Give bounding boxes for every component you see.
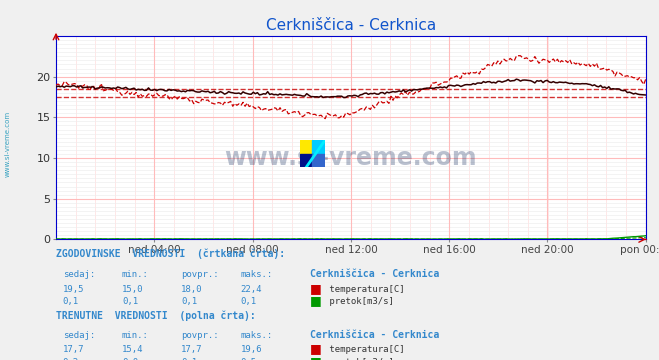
Bar [300,154,312,167]
Text: ■: ■ [310,355,322,360]
Text: maks.:: maks.: [241,332,273,341]
Text: 19,6: 19,6 [241,345,262,354]
Text: 0,5: 0,5 [241,359,256,360]
Text: www.si-vreme.com: www.si-vreme.com [225,146,477,170]
Text: 17,7: 17,7 [63,345,84,354]
Text: maks.:: maks.: [241,270,273,279]
Text: 15,0: 15,0 [122,285,144,294]
Text: TRENUTNE  VREDNOSTI  (polna črta):: TRENUTNE VREDNOSTI (polna črta): [56,310,256,321]
Text: ■: ■ [310,342,322,355]
Text: 0,1: 0,1 [122,297,138,306]
Text: 0,2: 0,2 [63,359,78,360]
Title: Cerkniščica - Cerknica: Cerkniščica - Cerknica [266,18,436,33]
Text: Cerkniščica - Cerknica: Cerkniščica - Cerknica [310,330,439,341]
Text: www.si-vreme.com: www.si-vreme.com [5,111,11,177]
Text: sedaj:: sedaj: [63,332,95,341]
Text: 18,0: 18,0 [181,285,203,294]
Text: 0,1: 0,1 [181,359,197,360]
Text: 0,1: 0,1 [241,297,256,306]
Text: 15,4: 15,4 [122,345,144,354]
Text: 17,7: 17,7 [181,345,203,354]
Text: 0,1: 0,1 [63,297,78,306]
Text: 0,0: 0,0 [122,359,138,360]
Text: 22,4: 22,4 [241,285,262,294]
Text: temperatura[C]: temperatura[C] [324,285,405,294]
Text: 19,5: 19,5 [63,285,84,294]
Text: min.:: min.: [122,270,149,279]
Text: 0,1: 0,1 [181,297,197,306]
Bar [312,140,325,154]
Text: min.:: min.: [122,332,149,341]
Text: povpr.:: povpr.: [181,270,219,279]
Text: pretok[m3/s]: pretok[m3/s] [324,359,394,360]
Text: temperatura[C]: temperatura[C] [324,345,405,354]
Text: ■: ■ [310,282,322,294]
Text: Cerkniščica - Cerknica: Cerkniščica - Cerknica [310,269,439,279]
Text: ZGODOVINSKE  VREDNOSTI  (črtkana črta):: ZGODOVINSKE VREDNOSTI (črtkana črta): [56,249,285,260]
Bar [312,154,325,167]
Bar [300,140,312,154]
Text: ■: ■ [310,294,322,307]
Text: sedaj:: sedaj: [63,270,95,279]
Text: povpr.:: povpr.: [181,332,219,341]
Text: pretok[m3/s]: pretok[m3/s] [324,297,394,306]
